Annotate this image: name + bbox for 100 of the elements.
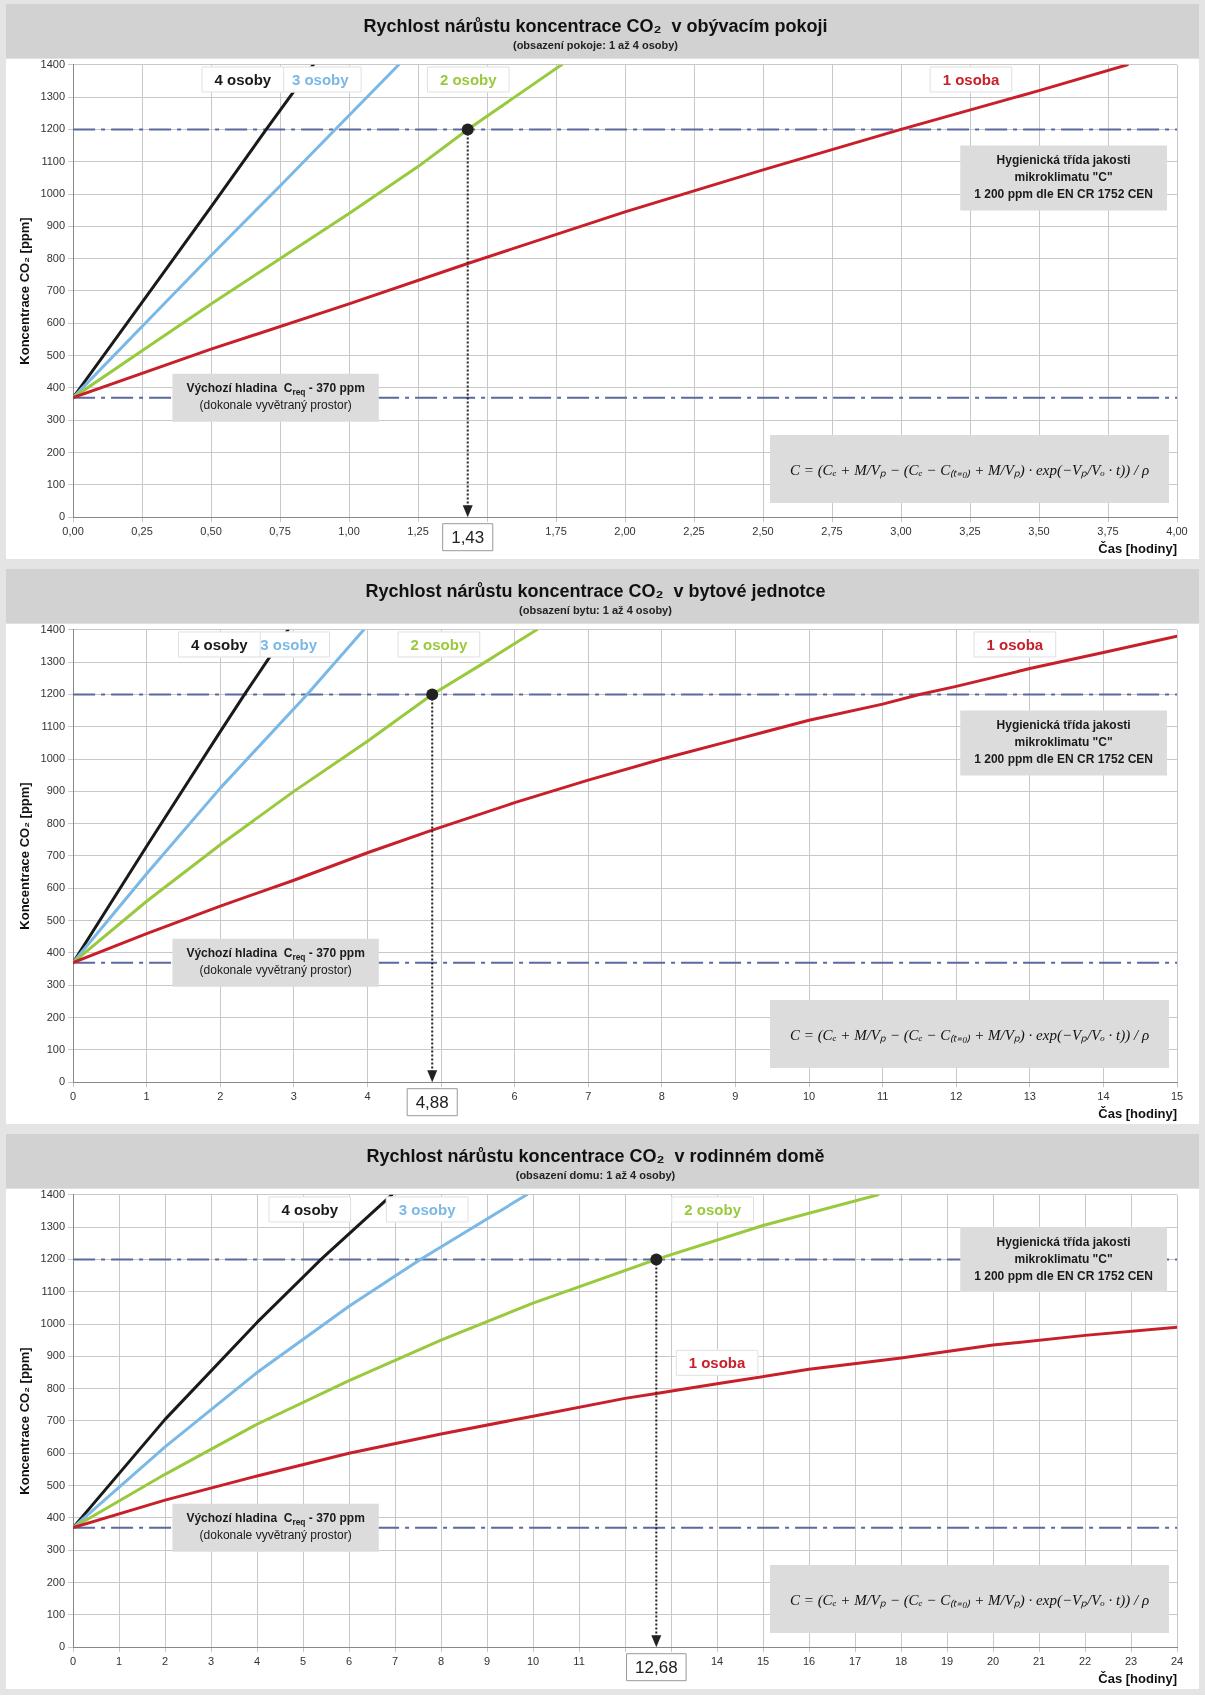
chart-title: Rychlost nárůstu koncentrace CO₂ v obývacím pokoji xyxy=(363,15,828,36)
series-label: 4 osoby xyxy=(214,70,272,88)
y-tick-label: 200 xyxy=(46,445,66,458)
y-tick-label: 1200 xyxy=(40,687,66,700)
y-tick-label: 1300 xyxy=(40,655,66,668)
x-tick-label: 3,00 xyxy=(890,524,912,537)
x-axis-title: Čas [hodiny] xyxy=(1098,1105,1177,1121)
x-tick-label: 0,75 xyxy=(269,524,291,537)
chart-title: Rychlost nárůstu koncentrace CO₂ v bytové jednotce xyxy=(365,580,826,601)
chart-subtitle: (obsazení pokoje: 1 až 4 osoby) xyxy=(512,39,679,52)
x-tick-label: 11 xyxy=(573,1654,585,1667)
y-tick-label: 1400 xyxy=(40,622,66,635)
y-tick-label: 400 xyxy=(46,380,66,393)
x-tick-label: 2,50 xyxy=(752,524,774,537)
y-tick-label: 300 xyxy=(46,978,66,991)
y-tick-label: 100 xyxy=(46,1042,66,1055)
chart-subtitle: (obsazení domu: 1 až 4 osoby) xyxy=(515,1169,676,1182)
series-label: 2 osoby xyxy=(439,70,498,88)
formula-panel: C = (Cₑ + M/Vₚ − (Cₑ − C₍ₜ₌₀₎ + M/Vₚ) · exp(−Vₚ/Vₒ · t)) / ρ xyxy=(770,435,1170,504)
x-tick-label: 2 xyxy=(162,1654,169,1667)
y-tick-label: 400 xyxy=(46,1510,66,1523)
y-tick-label: 200 xyxy=(46,1010,66,1023)
x-tick-label: 4,00 xyxy=(1166,524,1188,537)
y-tick-label: 800 xyxy=(46,1381,66,1394)
y-tick-label: 0 xyxy=(58,1075,66,1088)
x-tick-label: 0 xyxy=(70,1089,77,1102)
y-tick-label: 900 xyxy=(46,1349,66,1362)
series-label: 4 osoby xyxy=(281,1200,339,1218)
series-label: 1 osoba xyxy=(942,70,1000,88)
series-label: 1 osoba xyxy=(688,1353,747,1371)
x-axis-title: Čas [hodiny] xyxy=(1098,540,1177,556)
series-label: 2 osoby xyxy=(684,1200,742,1218)
series-label: 2 osoby xyxy=(410,635,468,653)
x-tick-label: 8 xyxy=(437,1654,445,1667)
x-tick-label: 17 xyxy=(848,1654,862,1667)
y-axis-title: Koncentrace CO₂ [ppm] xyxy=(17,217,33,365)
x-tick-label: 23 xyxy=(1124,1654,1138,1667)
x-tick-label: 19 xyxy=(940,1654,954,1667)
y-tick-label: 0 xyxy=(58,1640,66,1653)
y-axis-title: Koncentrace CO₂ [ppm] xyxy=(17,782,33,930)
x-tick-label: 2 xyxy=(217,1089,224,1102)
y-tick-label: 100 xyxy=(46,477,66,490)
x-tick-label: 3,25 xyxy=(959,524,981,537)
x-tick-label: 7 xyxy=(585,1089,592,1102)
x-tick-label: 10 xyxy=(802,1089,816,1102)
y-tick-label: 1000 xyxy=(40,187,66,200)
x-tick-label: 3 xyxy=(290,1089,297,1102)
x-tick-label: 12 xyxy=(950,1089,963,1102)
x-tick-label: 14 xyxy=(710,1654,724,1667)
y-tick-label: 900 xyxy=(46,219,66,232)
x-tick-label: 2,00 xyxy=(614,524,636,537)
x-tick-label: 0,00 xyxy=(62,524,84,537)
series-label: 3 osoby xyxy=(291,70,350,88)
x-tick-label: 0,50 xyxy=(200,524,222,537)
y-tick-label: 500 xyxy=(46,1478,66,1491)
x-tick-label: 24 xyxy=(1170,1654,1184,1667)
ref-line-label: Hygienická třída jakosti mikroklimatu "C" 1 200 ppm dle EN CR 1752 CEN xyxy=(974,153,1153,202)
x-tick-label: 4 xyxy=(364,1089,371,1102)
x-tick-label: 6 xyxy=(511,1089,518,1102)
y-tick-label: 700 xyxy=(46,849,66,862)
series-label: 4 osoby xyxy=(191,635,249,653)
x-tick-label: 0 xyxy=(70,1654,77,1667)
y-tick-label: 500 xyxy=(46,913,66,926)
x-tick-label: 1,75 xyxy=(545,524,567,537)
x-tick-label: 0,25 xyxy=(131,524,153,537)
y-tick-label: 200 xyxy=(46,1575,66,1588)
y-tick-label: 600 xyxy=(46,316,66,329)
x-tick-label: 9 xyxy=(732,1089,739,1102)
y-tick-label: 300 xyxy=(46,413,66,426)
x-tick-label: 21 xyxy=(1032,1654,1046,1667)
x-tick-label: 6 xyxy=(345,1654,353,1667)
ref-line-label: Hygienická třída jakosti mikroklimatu "C" 1 200 ppm dle EN CR 1752 CEN xyxy=(974,718,1153,767)
chart-subtitle: (obsazení bytu: 1 až 4 osoby) xyxy=(519,604,673,617)
x-tick-label: 3,50 xyxy=(1028,524,1050,537)
annotation: 1,43 xyxy=(451,527,485,547)
x-tick-label: 1 xyxy=(143,1089,150,1102)
formula-panel: C = (Cₑ + M/Vₚ − (Cₑ − C₍ₜ₌₀₎ + M/Vₚ) · exp(−Vₚ/Vₒ · t)) / ρ xyxy=(770,1565,1170,1634)
y-tick-label: 700 xyxy=(46,1414,66,1427)
y-tick-label: 1100 xyxy=(41,154,66,167)
x-tick-label: 3,75 xyxy=(1097,524,1119,537)
y-tick-label: 1400 xyxy=(40,57,66,70)
x-tick-label: 14 xyxy=(1097,1089,1110,1102)
x-tick-label: 18 xyxy=(894,1654,908,1667)
y-tick-label: 700 xyxy=(46,284,66,297)
x-tick-label: 2,75 xyxy=(821,524,843,537)
y-tick-label: 1000 xyxy=(40,1317,66,1330)
y-tick-label: 300 xyxy=(46,1543,66,1556)
x-tick-label: 8 xyxy=(658,1089,665,1102)
x-tick-label: 22 xyxy=(1078,1654,1092,1667)
x-tick-label: 3 xyxy=(208,1654,215,1667)
ref-line-label: Hygienická třída jakosti mikroklimatu "C" 1 200 ppm dle EN CR 1752 CEN xyxy=(974,1234,1153,1283)
y-tick-label: 1300 xyxy=(40,1220,66,1233)
x-tick-label: 9 xyxy=(483,1654,491,1667)
series-label: 3 osoby xyxy=(398,1200,457,1218)
x-tick-label: 4 xyxy=(254,1654,261,1667)
x-tick-label: 15 xyxy=(756,1654,770,1667)
x-tick-label: 2,25 xyxy=(683,524,705,537)
x-tick-label: 7 xyxy=(391,1654,399,1667)
y-tick-label: 1000 xyxy=(40,752,66,765)
x-tick-label: 20 xyxy=(986,1654,1000,1667)
